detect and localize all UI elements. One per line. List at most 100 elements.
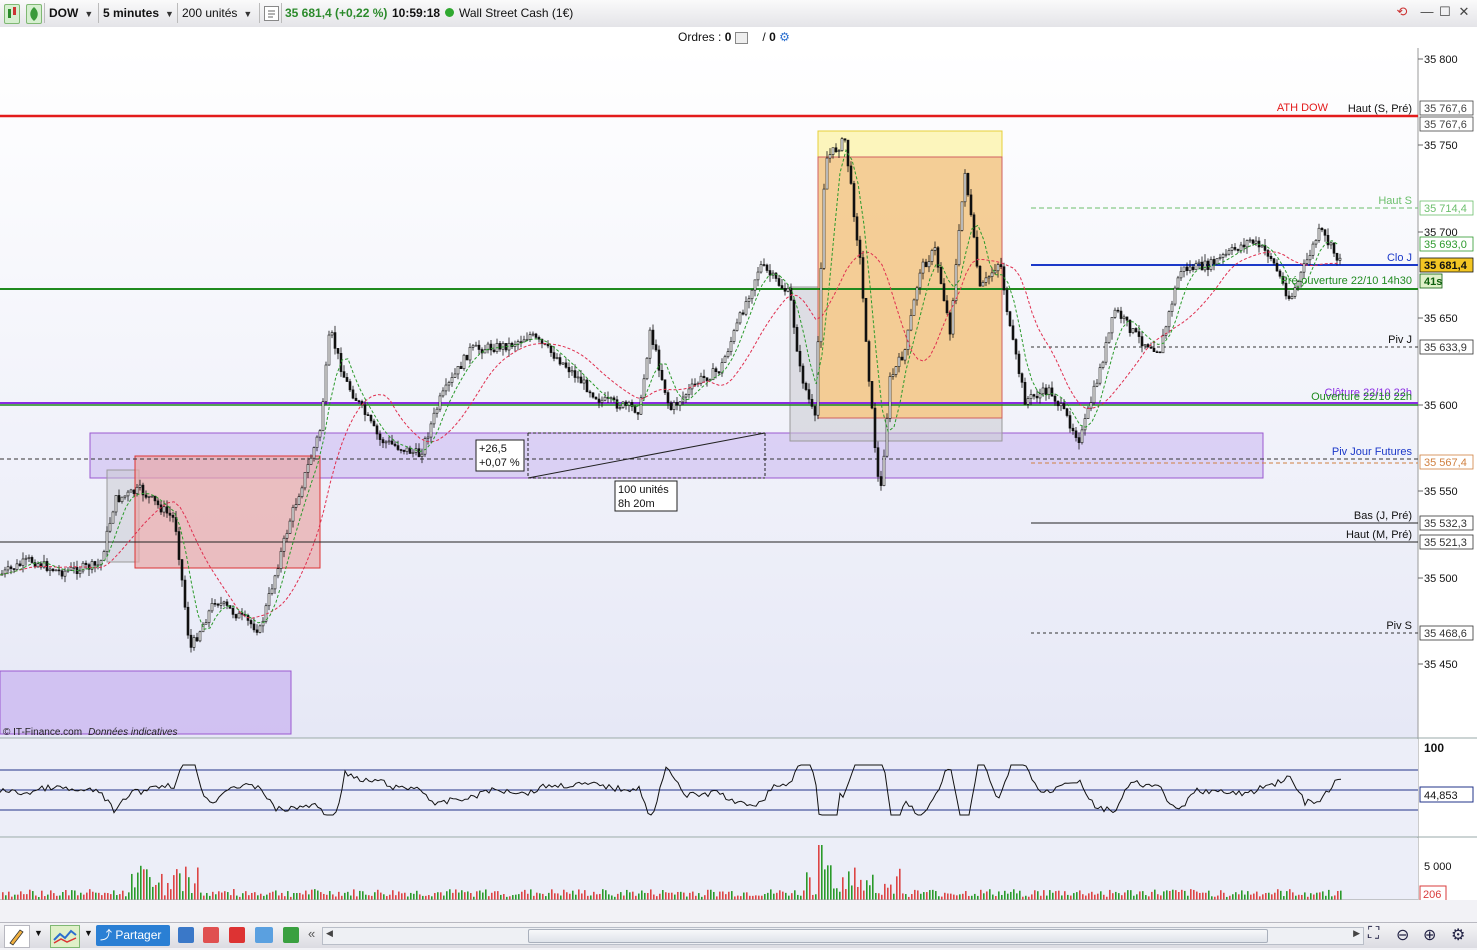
volume-bar bbox=[1112, 893, 1114, 900]
scroll-right-icon[interactable]: ▶ bbox=[1353, 928, 1360, 938]
zoom-fit-icon[interactable]: ⛶ bbox=[1368, 925, 1380, 942]
candle-body bbox=[1104, 342, 1108, 363]
volume-bar bbox=[947, 893, 949, 900]
volume-bar bbox=[776, 892, 778, 900]
candle-body bbox=[804, 382, 808, 390]
draw-tool-icon[interactable] bbox=[4, 925, 30, 948]
volume-bar bbox=[1058, 890, 1060, 900]
volume-bar bbox=[818, 845, 820, 900]
candle-body bbox=[1023, 382, 1027, 405]
chevron-down-icon[interactable]: ▼ bbox=[34, 928, 43, 938]
alert-icon[interactable] bbox=[203, 927, 219, 943]
candle-body bbox=[1071, 427, 1075, 432]
candle-body bbox=[456, 366, 460, 375]
zoom-out-icon[interactable]: ⊖ bbox=[1396, 927, 1410, 944]
candle-body bbox=[1338, 257, 1342, 261]
candle-body bbox=[963, 172, 967, 203]
volume-bar bbox=[953, 894, 955, 900]
candle-body bbox=[1110, 317, 1114, 334]
timeframe-dropdown[interactable]: 5 minutes ▼ bbox=[103, 4, 175, 23]
volume-bar bbox=[461, 890, 463, 900]
volume-bar bbox=[1304, 892, 1306, 900]
candle-body bbox=[54, 569, 58, 572]
indicators-icon[interactable] bbox=[50, 925, 80, 948]
candle-body bbox=[753, 279, 757, 291]
candle-body bbox=[843, 138, 847, 141]
clock-time: 10:59:18 bbox=[392, 6, 441, 20]
chevron-down-icon[interactable]: ▼ bbox=[84, 928, 93, 938]
candle-body bbox=[393, 443, 397, 446]
volume-bar bbox=[629, 892, 631, 900]
volume-bar bbox=[497, 891, 499, 900]
chart-settings-icon[interactable] bbox=[255, 927, 273, 943]
candle-body bbox=[939, 266, 943, 284]
volume-bar bbox=[1145, 895, 1147, 900]
volume-bar bbox=[956, 895, 958, 900]
candle-body bbox=[1008, 311, 1012, 327]
share-button[interactable]: ⤴ Partager bbox=[96, 925, 170, 946]
double-chevron-left-icon[interactable]: « bbox=[308, 926, 316, 941]
volume-bar bbox=[134, 887, 136, 900]
measure-units-box bbox=[614, 480, 678, 512]
volume-bar bbox=[674, 894, 676, 900]
volume-bar bbox=[89, 889, 91, 900]
volume-bar bbox=[788, 895, 790, 900]
candle-body bbox=[1332, 242, 1336, 254]
volume-pane-bg bbox=[0, 838, 1418, 900]
moving-average-red bbox=[0, 251, 1338, 619]
candle-body bbox=[123, 495, 127, 498]
volume-bar bbox=[221, 892, 223, 900]
units-dropdown[interactable]: 200 unités ▼ bbox=[182, 4, 258, 23]
candle-body bbox=[570, 370, 574, 373]
close-icon[interactable]: ✕ bbox=[1458, 4, 1470, 19]
candle-body bbox=[588, 391, 592, 394]
candle-body bbox=[219, 602, 223, 606]
instrument-dropdown[interactable]: DOW ▼ bbox=[49, 4, 95, 23]
scroll-thumb[interactable] bbox=[528, 929, 1268, 943]
volume-bar bbox=[1085, 895, 1087, 900]
volume-bar bbox=[566, 892, 568, 900]
volume-bar bbox=[1286, 891, 1288, 900]
candle-body bbox=[36, 563, 40, 568]
volume-bar bbox=[758, 895, 760, 900]
candle-body bbox=[174, 517, 178, 532]
osc-value: 44,853 bbox=[1424, 790, 1458, 802]
volume-bar bbox=[458, 892, 460, 900]
settings-icon[interactable]: ⚙ bbox=[1451, 927, 1466, 944]
horizontal-scrollbar[interactable]: ◀ ▶ bbox=[322, 927, 1364, 945]
volume-bar bbox=[590, 895, 592, 900]
volume-bar bbox=[1052, 892, 1054, 900]
chart-area[interactable]: +26,5 +0,07 % 100 unités 8h 20m ATH DOW … bbox=[0, 48, 1477, 922]
volume-bar bbox=[1274, 892, 1276, 900]
haut-s-label: Haut S bbox=[1378, 195, 1412, 207]
candle-body bbox=[657, 349, 661, 371]
candle-body bbox=[1290, 296, 1294, 299]
chart-type-icon[interactable] bbox=[26, 4, 42, 24]
candle-body bbox=[678, 401, 682, 406]
candle-body bbox=[684, 394, 688, 398]
maximize-icon[interactable]: ☐ bbox=[1439, 4, 1451, 19]
volume-bar bbox=[899, 868, 901, 900]
scroll-left-icon[interactable]: ◀ bbox=[326, 928, 333, 938]
comment-icon[interactable] bbox=[178, 927, 194, 943]
candle-body bbox=[114, 495, 118, 513]
volume-bar bbox=[1280, 890, 1282, 900]
price-badge bbox=[1419, 625, 1474, 641]
candle-body bbox=[1044, 387, 1048, 395]
gear-icon[interactable]: ⚙ bbox=[779, 30, 790, 44]
pre-ouverture-label: Pré-ouverture 22/10 14h30 bbox=[1281, 275, 1412, 287]
orders-doc-icon[interactable] bbox=[734, 31, 748, 44]
refresh-icon[interactable]: ⟲ bbox=[1396, 4, 1408, 19]
zoom-in-icon[interactable]: ⊕ bbox=[1423, 927, 1437, 944]
candles-icon[interactable] bbox=[4, 4, 20, 24]
instrument-info-icon[interactable] bbox=[264, 6, 279, 21]
volume-bar bbox=[242, 893, 244, 900]
volume-bar bbox=[344, 892, 346, 900]
volume-bar bbox=[890, 884, 892, 900]
minimize-icon[interactable]: — bbox=[1420, 4, 1434, 19]
volume-bar bbox=[926, 892, 928, 900]
volume-bar bbox=[1118, 893, 1120, 900]
price-chart[interactable]: +26,5 +0,07 % 100 unités 8h 20m ATH DOW … bbox=[0, 48, 1477, 922]
trade-icon[interactable] bbox=[283, 927, 299, 943]
order-book-icon[interactable] bbox=[229, 927, 245, 943]
